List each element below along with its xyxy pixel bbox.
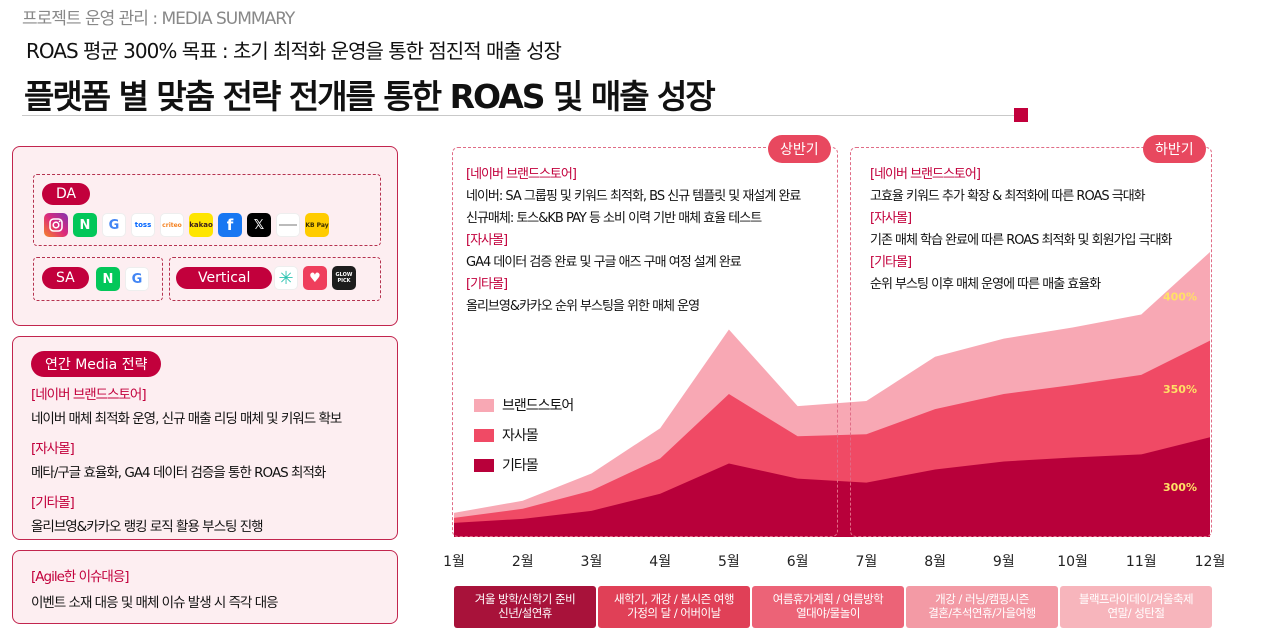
strategy-tag: [네이버 브랜드스토어] (31, 387, 147, 403)
legend-label: 자사몰 (502, 428, 539, 444)
note-tag: [자사몰] (466, 233, 508, 248)
data-label: 350% (1163, 383, 1197, 396)
legend-item: 브랜드스토어 (474, 395, 574, 415)
naver-icon: N (73, 213, 97, 237)
agile-text: 이벤트 소재 대응 및 매체 이슈 발생 시 즉각 대응 (31, 595, 279, 611)
strategy-tag: [기타몰] (31, 495, 75, 511)
note-tag: [기타몰] (870, 255, 912, 270)
season-text: 가정의 달 / 어버이날 (627, 606, 721, 620)
x-tick-label: 1월 (443, 554, 465, 570)
facebook-icon: f (218, 213, 242, 237)
second-half-label: 하반기 (1143, 135, 1206, 163)
note-text: 신규매체: 토스&KB PAY 등 소비 이력 기반 매체 효율 테스트 (466, 211, 762, 226)
note-tag: [네이버 브랜드스토어] (870, 167, 981, 182)
note-tag: [자사몰] (870, 211, 912, 226)
season-text: 신년/설연휴 (498, 606, 552, 620)
page-title: 플랫폼 별 맞춤 전략 전개를 통한 ROAS 및 매출 성장 (24, 77, 716, 116)
data-label: 400% (1163, 290, 1197, 303)
strategy-text: 올리브영&카카오 랭킹 로직 활용 부스팅 진행 (31, 519, 264, 535)
note-text: 고효율 키워드 추가 확장 & 최적화에 따른 ROAS 극대화 (870, 189, 1146, 204)
toss-icon: toss (131, 213, 155, 237)
page-subtitle: ROAS 평균 300% 목표 : 초기 최적화 운영을 통한 점진적 매출 성… (26, 39, 562, 63)
da-label: DA (42, 183, 91, 205)
note-tag: [네이버 브랜드스토어] (466, 167, 577, 182)
accent-square (1014, 108, 1028, 122)
chart-legend: 브랜드스토어 자사몰 기타몰 (474, 395, 574, 475)
legend-item: 자사몰 (474, 425, 573, 445)
legend-item: 기타몰 (474, 455, 573, 475)
title-divider (22, 115, 1022, 116)
google-icon: G (125, 267, 149, 291)
legend-swatch (474, 428, 494, 442)
note-text: 올리브영&카카오 순위 부스팅을 위한 매체 운영 (466, 299, 700, 314)
season-box: 겨울 방학/신학기 준비 신년/설연휴 (454, 586, 596, 628)
x-tick-label: 6월 (787, 554, 809, 570)
x-tick-label: 4월 (649, 554, 671, 570)
agile-tag: [Agile한 이슈대응] (31, 569, 130, 585)
legend-label: 기타몰 (502, 458, 539, 474)
media-panel: DA N G toss criteo kakao f 𝕏 KB Pay SA N… (12, 146, 398, 326)
note-text: GA4 데이터 검증 완료 및 구글 애즈 구매 여정 설계 완료 (466, 255, 742, 270)
season-text: 개강 / 러닝/캠핑시즌 (935, 592, 1029, 606)
strategy-text: 네이버 매체 최적화 운영, 신규 매출 리딩 매체 및 키워드 확보 (31, 411, 342, 427)
vertical-label: Vertical (176, 267, 273, 289)
first-half-box (452, 147, 838, 537)
season-text: 연말/ 성탄절 (1107, 606, 1165, 620)
legend-swatch (474, 398, 494, 412)
x-tick-label: 10월 (1057, 554, 1088, 570)
data-label: 300% (1163, 481, 1197, 494)
x-icon: 𝕏 (247, 213, 271, 237)
legend-swatch (474, 458, 494, 472)
season-text: 열대야/물놀이 (796, 606, 860, 620)
season-text: 겨울 방학/신학기 준비 (474, 592, 576, 606)
second-half-notes: [네이버 브랜드스토어] 고효율 키워드 추가 확장 & 최적화에 따른 ROA… (870, 164, 1208, 296)
season-box: 블랙프라이데이/겨울축제 연말/ 성탄절 (1060, 586, 1212, 628)
note-text: 네이버: SA 그룹핑 및 키워드 최적화, BS 신규 템플릿 및 재설계 완… (466, 189, 801, 204)
first-half-notes: [네이버 브랜드스토어] 네이버: SA 그룹핑 및 키워드 최적화, BS 신… (466, 164, 834, 318)
vertical-group: Vertical ✳ ♥ GLOW PICK (169, 257, 381, 301)
criteo-icon: criteo (160, 213, 184, 237)
season-text: 결혼/추석연휴/가을여행 (928, 606, 1036, 620)
x-tick-label: 3월 (581, 554, 603, 570)
heart-app-icon: ♥ (303, 266, 327, 290)
naver-icon: N (96, 267, 120, 291)
instagram-icon (44, 213, 68, 237)
season-text: 새학기, 개강 / 봄시즌 여행 (614, 592, 734, 606)
glowpick-icon: GLOW PICK (332, 266, 356, 290)
season-box: 여름휴가계획 / 여름방학 열대야/물놀이 (752, 586, 904, 628)
x-tick-label: 5월 (718, 554, 740, 570)
season-text: 블랙프라이데이/겨울축제 (1078, 592, 1194, 606)
note-text: 순위 부스팅 이후 매체 운영에 따른 매출 효율화 (870, 277, 1101, 292)
strategy-panel: 연간 Media 전략 [네이버 브랜드스토어] 네이버 매체 최적화 운영, … (12, 336, 398, 540)
second-half-box (850, 147, 1212, 537)
strategy-pill: 연간 Media 전략 (31, 351, 162, 377)
x-tick-label: 8월 (924, 554, 946, 570)
first-half-label: 상반기 (768, 135, 831, 163)
season-box: 개강 / 러닝/캠핑시즌 결혼/추석연휴/가을여행 (906, 586, 1058, 628)
asterisk-app-icon: ✳ (274, 266, 298, 290)
season-box: 새학기, 개강 / 봄시즌 여행 가정의 달 / 어버이날 (598, 586, 750, 628)
strategy-tag: [자사몰] (31, 441, 75, 457)
ownerclan-icon (276, 213, 300, 237)
da-group: DA N G toss criteo kakao f 𝕏 KB Pay (33, 174, 381, 246)
x-tick-label: 9월 (993, 554, 1015, 570)
page-kicker: 프로젝트 운영 관리 : MEDIA SUMMARY (22, 9, 295, 29)
agile-panel: [Agile한 이슈대응] 이벤트 소재 대응 및 매체 이슈 발생 시 즉각 … (12, 550, 398, 624)
note-text: 기존 매체 학습 완료에 따른 ROAS 최적화 및 회원가입 극대화 (870, 233, 1173, 248)
area-series-0 (454, 437, 1210, 537)
x-tick-label: 7월 (855, 554, 877, 570)
x-tick-label: 11월 (1126, 554, 1157, 570)
legend-label: 브랜드스토어 (502, 398, 574, 414)
sa-group: SA N G (33, 257, 163, 301)
revenue-area-chart: 1월 2월 3월 4월 5월 6월 7월 8월 9월 10월 11월 12월 300% 350% 400% (443, 252, 1226, 570)
google-icon: G (102, 213, 126, 237)
strategy-text: 메타/구글 효율화, GA4 데이터 검증을 통한 ROAS 최적화 (31, 465, 326, 481)
x-tick-label: 12월 (1195, 554, 1226, 570)
sa-label: SA (42, 267, 89, 289)
season-text: 여름휴가계획 / 여름방학 (772, 592, 884, 606)
kakao-icon: kakao (189, 213, 213, 237)
x-tick-label: 2월 (512, 554, 534, 570)
kbpay-icon: KB Pay (305, 213, 329, 237)
note-tag: [기타몰] (466, 277, 508, 292)
